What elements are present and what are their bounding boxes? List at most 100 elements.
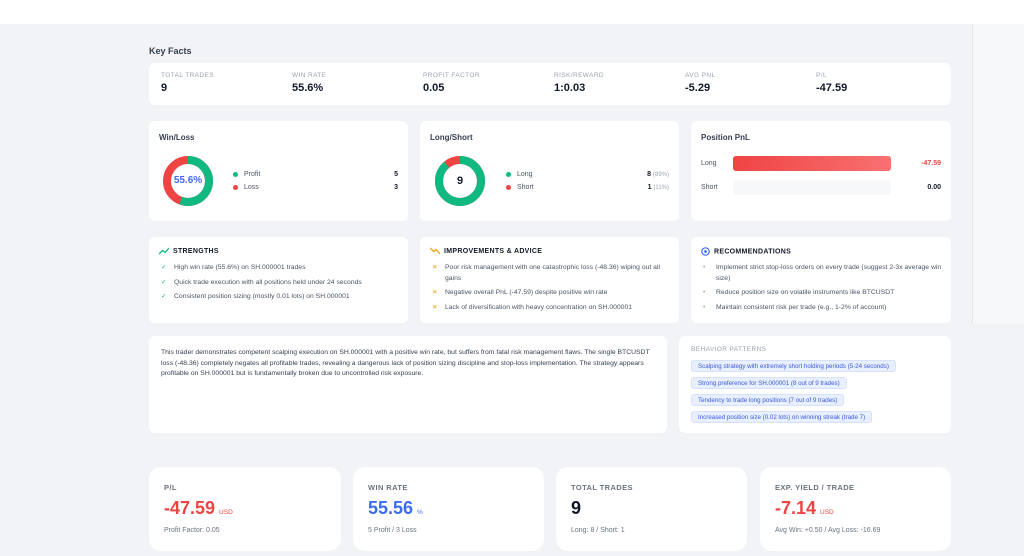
trending-up-icon (158, 247, 170, 255)
stat-subtext: Long: 8 / Short: 1 (571, 527, 625, 534)
total-center-label: 9 (456, 175, 464, 187)
long-short-donut (435, 156, 485, 206)
key-facts-card: TOTAL TRADES 9 WIN RATE 55.6% PROFIT FAC… (149, 63, 951, 105)
pnl-long-label: Long (701, 160, 717, 167)
behavior-tag: Increased position size (0.02 lots) on w… (691, 411, 873, 423)
legend-label: Short (517, 184, 534, 191)
legend-short: Short (506, 184, 534, 191)
stat-subtext: Avg Win: +0.50 / Avg Loss: -16.69 (775, 527, 881, 534)
summary-text: This trader demonstrates competent scalp… (161, 349, 650, 378)
bullet-icon: • (703, 303, 706, 311)
pnl-long-track (733, 156, 891, 171)
recommendations-title: RECOMMENDATIONS (714, 248, 792, 256)
improvements-title: IMPROVEMENTS & ADVICE (444, 247, 543, 255)
item-text: High win rate (55.6%) on SH.000001 trade… (174, 264, 306, 271)
list-item: ✓ Consistent position sizing (mostly 0.01… (161, 292, 400, 303)
fact-label: AVG PNL (685, 72, 716, 79)
list-item: ✕ Lack of diversification with heavy conc… (432, 303, 671, 314)
long-short-long-arc (435, 156, 485, 206)
stat-value: -47.59 USD (164, 498, 233, 519)
stat-label: EXP. YIELD / TRADE (775, 483, 855, 492)
fact-pl: P/L -47.59 (816, 72, 847, 94)
warning-icon: ✕ (432, 264, 438, 271)
fact-avg-pnl: AVG PNL -5.29 (685, 72, 716, 94)
long-short-title: Long/Short (430, 133, 473, 142)
behavior-tag: Tendency to trade long positions (7 out … (691, 394, 845, 406)
legend-loss: Loss (233, 184, 259, 191)
recommendations-list: • Implement strict stop-loss orders on ev… (703, 263, 943, 317)
behavior-patterns-card: BEHAVIOR PATTERNS Scalping strategy with… (679, 336, 951, 433)
stat-card-exp-yield: EXP. YIELD / TRADE -7.14 USD Avg Win: +0.… (760, 467, 951, 551)
strengths-header: STRENGTHS (158, 247, 219, 255)
fact-label: TOTAL TRADES (161, 72, 214, 79)
stat-value: 55.56% (368, 498, 423, 519)
long-count: 8 (89%) (647, 171, 669, 178)
stat-unit: USD (820, 509, 834, 516)
check-icon: ✓ (161, 293, 167, 300)
summary-card: This trader demonstrates competent scalp… (149, 336, 667, 433)
stat-unit: % (417, 509, 423, 516)
red-dot-icon (506, 184, 511, 190)
improvements-header: IMPROVEMENTS & ADVICE (429, 247, 543, 255)
strengths-title: STRENGTHS (173, 247, 219, 255)
improvements-card: IMPROVEMENTS & ADVICE ✕ Poor risk managem… (420, 237, 679, 323)
top-bar (0, 0, 1024, 24)
list-item: • Implement strict stop-loss orders on ev… (703, 263, 943, 284)
strengths-card: STRENGTHS ✓ High win rate (55.6%) on SH.0… (149, 237, 408, 323)
position-pnl-card: Position PnL Long -47.59 Short 0.00 (691, 121, 951, 221)
behavior-tag: Strong preference for SH.000001 (8 out o… (691, 377, 847, 389)
stat-unit: USD (219, 509, 233, 516)
fact-label: WIN RATE (292, 72, 327, 79)
short-value: 1 (647, 184, 652, 191)
green-dot-icon (233, 171, 238, 177)
fact-win-rate: WIN RATE 55.6% (292, 72, 327, 94)
long-value: 8 (647, 171, 652, 178)
pnl-short-value: 0.00 (927, 184, 941, 191)
fact-value: 0.05 (423, 82, 445, 94)
list-item: ✓ High win rate (55.6%) on SH.000001 trad… (161, 263, 400, 274)
fact-label: RISK/REWARD (554, 72, 605, 79)
right-scroll-rail[interactable] (972, 24, 1024, 324)
list-item: ✕ Poor risk management with one catastrop… (432, 263, 671, 284)
improvements-list: ✕ Poor risk management with one catastrop… (432, 263, 671, 317)
warning-icon: ✕ (432, 289, 438, 296)
pnl-long-value: -47.59 (921, 160, 941, 167)
fact-value: 1:0.03 (554, 82, 586, 94)
stat-card-pl: P/L -47.59 USD Profit Factor: 0.05 (149, 467, 341, 551)
short-pct: (11%) (653, 185, 669, 191)
pnl-long-bar (733, 156, 891, 171)
stat-label: WIN RATE (368, 483, 408, 492)
list-item: ✕ Negative overall PnL (-47.59) despite p… (432, 288, 671, 299)
stat-subtext: 5 Profit / 3 Loss (368, 527, 417, 534)
key-facts-heading: Key Facts (149, 46, 192, 56)
profit-count: 5 (394, 171, 398, 178)
target-icon (701, 247, 710, 256)
bullet-icon: • (703, 289, 706, 296)
stat-card-total-trades: TOTAL TRADES 9 Long: 8 / Short: 1 (556, 467, 747, 551)
behavior-tag: Scalping strategy with extremely short h… (691, 360, 896, 372)
stat-number: -7.14 (775, 498, 817, 518)
win-rate-center-label: 55.6% (173, 175, 203, 186)
check-icon: ✓ (161, 278, 167, 286)
item-text: Quick trade execution with all positions… (174, 278, 362, 286)
check-icon: ✓ (161, 264, 167, 271)
item-text: Poor risk management with one catastroph… (445, 264, 660, 282)
stat-number: -47.59 (164, 498, 216, 518)
trending-down-icon (429, 247, 441, 255)
fact-value: 55.6% (292, 82, 324, 94)
win-loss-donut (163, 156, 213, 206)
red-dot-icon (233, 184, 238, 190)
list-item: • Maintain consistent risk per trade (e.g… (703, 303, 943, 314)
long-short-card: Long/Short 9 Long 8 (89%) Short 1 (11%) (420, 121, 679, 221)
position-pnl-title: Position PnL (701, 133, 750, 142)
legend-long: Long (506, 171, 533, 178)
bullet-icon: • (703, 264, 706, 271)
win-loss-card: Win/Loss 55.6% Profit 5 Loss 3 (149, 121, 408, 221)
legend-profit: Profit (233, 171, 260, 178)
green-dot-icon (506, 171, 511, 177)
item-text: Lack of diversification with heavy conce… (445, 303, 633, 311)
item-text: Consistent position sizing (mostly 0.01 … (174, 293, 350, 300)
behavior-patterns-title: BEHAVIOR PATTERNS (691, 346, 767, 353)
recommendations-card: RECOMMENDATIONS • Implement strict stop-l… (691, 237, 951, 323)
fact-risk-reward: RISK/REWARD 1:0.03 (554, 72, 604, 94)
